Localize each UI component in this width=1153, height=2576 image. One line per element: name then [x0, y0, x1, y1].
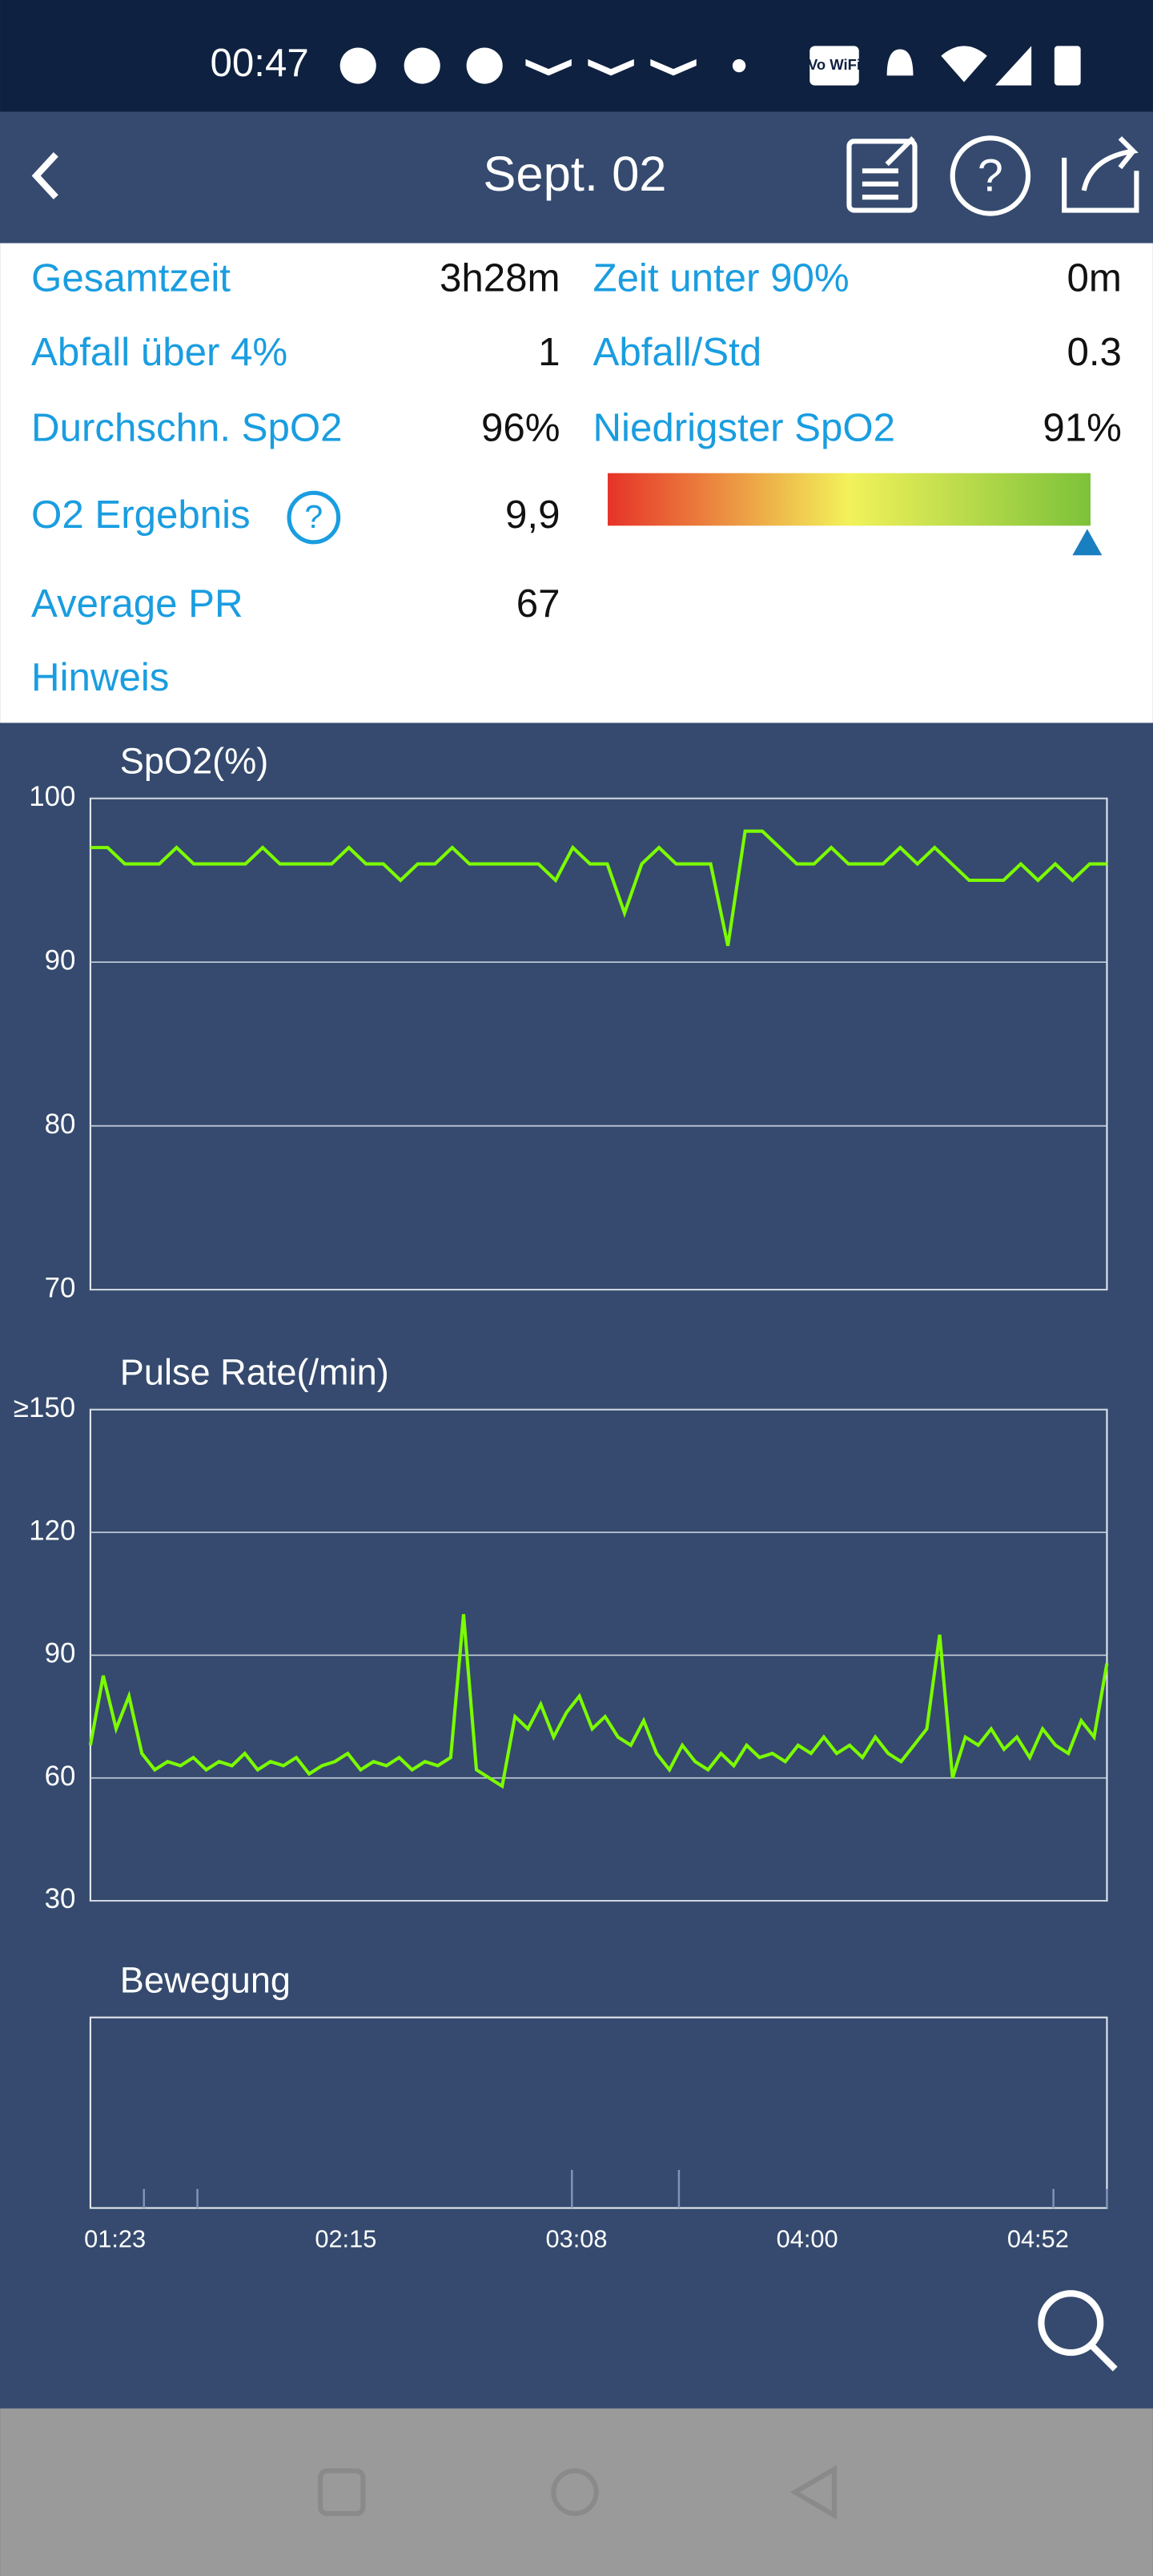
date-title: Sept. 02 — [483, 147, 666, 202]
plot-frame — [89, 797, 1108, 1291]
nav-back[interactable] — [789, 2465, 838, 2520]
data-line — [88, 1614, 1109, 1789]
x-tick-label: 04:00 — [777, 2225, 838, 2253]
stat-label: Gesamtzeit — [31, 256, 231, 300]
y-tick-label: 60 — [45, 1761, 76, 1792]
x-tick-label: 01:23 — [84, 2225, 146, 2253]
status-icons — [339, 46, 1081, 86]
nav-home[interactable] — [551, 2468, 599, 2517]
chart-title: Pulse Rate(/min) — [120, 1352, 389, 1393]
y-tick-label: 120 — [29, 1515, 75, 1546]
stat-value: 91% — [1043, 405, 1122, 449]
stat-label: Niedrigster SpO2 — [593, 405, 896, 449]
stat-value: 0.3 — [1067, 330, 1122, 374]
stat-label: Abfall/Std — [593, 330, 762, 374]
y-tick-label: 30 — [45, 1883, 76, 1914]
nav-bar — [0, 2408, 1153, 2576]
chart-title: Bewegung — [120, 1960, 291, 2001]
svg-text:?: ? — [978, 151, 1003, 202]
zoom-button[interactable] — [1038, 2290, 1118, 2372]
y-tick-label: ≥150 — [14, 1392, 75, 1423]
wifi-label: Vo WiFi — [808, 56, 861, 73]
nav-recent[interactable] — [317, 2468, 366, 2517]
y-tick-label: 90 — [45, 1638, 76, 1669]
stat-value: 1 — [538, 330, 560, 374]
bar — [677, 2169, 681, 2208]
stat-label: Average PR — [31, 582, 243, 626]
plot-frame — [89, 2016, 1108, 2209]
stat-value: 3h28m — [440, 256, 560, 300]
help-button[interactable]: ? — [950, 135, 1031, 216]
o2-help[interactable]: ? — [287, 490, 341, 545]
chart-title: SpO2(%) — [120, 741, 269, 782]
y-tick-label: 80 — [45, 1109, 76, 1140]
stat-label: Durchschn. SpO2 — [31, 405, 342, 449]
o2-scale — [607, 473, 1091, 526]
x-tick-label: 04:52 — [1007, 2225, 1069, 2253]
o2-marker — [1072, 529, 1103, 556]
x-tick-label: 03:08 — [546, 2225, 608, 2253]
svg-text:?: ? — [304, 498, 323, 535]
stat-value: 9,9 — [505, 493, 560, 537]
stat-value: 96% — [481, 405, 560, 449]
data-line — [90, 829, 1107, 947]
bar — [1106, 2188, 1108, 2208]
back-button[interactable] — [31, 152, 58, 199]
bar — [571, 2169, 573, 2208]
y-tick-label: 70 — [45, 1272, 76, 1303]
stat-label: O2 Ergebnis — [31, 493, 251, 537]
bar — [196, 2188, 199, 2208]
app-bar — [0, 111, 1153, 244]
stat-label: Hinweis — [31, 655, 169, 699]
stat-label: Abfall über 4% — [31, 330, 287, 374]
share-button[interactable] — [1062, 136, 1139, 213]
stat-value: 67 — [516, 582, 560, 626]
note-button[interactable] — [846, 136, 918, 213]
bar — [143, 2188, 145, 2208]
stat-value: 0m — [1067, 256, 1122, 300]
bar — [1052, 2188, 1055, 2208]
clock: 00:47 — [211, 41, 309, 85]
y-tick-label: 90 — [45, 944, 76, 976]
x-tick-label: 02:15 — [315, 2225, 376, 2253]
stat-label: Zeit unter 90% — [593, 256, 850, 300]
y-tick-label: 100 — [29, 781, 75, 812]
